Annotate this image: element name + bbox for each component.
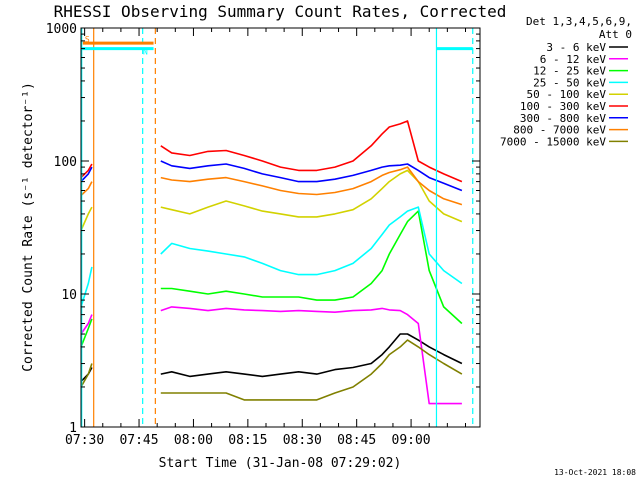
legend-label-5: 100 - 300 keV — [520, 100, 606, 113]
series-line-2-seg-1 — [160, 210, 463, 325]
marker-lines-group: SN — [81, 28, 474, 427]
legend-label-3: 25 - 50 keV — [533, 76, 606, 89]
series-line-7-seg-0 — [80, 181, 93, 197]
chart-title: RHESSI Observing Summary Count Rates, Co… — [54, 2, 507, 21]
x-tick-label-6: 09:00 — [392, 433, 431, 448]
series-line-3-seg-1 — [160, 206, 463, 285]
x-tick-label-2: 08:00 — [174, 433, 213, 448]
footer-timestamp: 13-Oct-2021 18:08 — [554, 468, 636, 477]
y-axis-label: Corrected Count Rate (s⁻¹ detector⁻¹) — [21, 82, 36, 372]
plot-frame — [80, 27, 481, 428]
legend-label-1: 6 - 12 keV — [540, 53, 607, 66]
legend-label-7: 800 - 7000 keV — [513, 124, 606, 137]
x-tick-label-3: 08:15 — [228, 433, 267, 448]
y-tick-label-1: 10 — [61, 288, 77, 303]
series-line-1-seg-0 — [80, 314, 93, 335]
legend-label-8: 7000 - 15000 keV — [500, 135, 606, 148]
series-line-8-seg-0 — [80, 363, 93, 388]
legend-header-line1: Det 1,3,4,5,6,9, — [526, 15, 632, 28]
series-line-6-seg-1 — [160, 160, 463, 192]
series-line-1-seg-1 — [160, 306, 462, 405]
x-tick-label-4: 08:30 — [283, 433, 322, 448]
series-line-5-seg-1 — [160, 120, 463, 183]
series-line-6-seg-0 — [80, 166, 93, 183]
legend-label-6: 300 - 800 keV — [520, 112, 606, 125]
y-tick-label-3: 1000 — [46, 22, 77, 37]
x-tick-label-5: 08:45 — [337, 433, 376, 448]
x-tick-label-1: 07:45 — [119, 433, 158, 448]
flag-label-1: N — [143, 48, 148, 57]
legend-label-4: 50 - 100 keV — [527, 88, 607, 101]
plot-series-group — [80, 120, 463, 405]
x-axis-label: Start Time (31-Jan-08 07:29:02) — [159, 456, 402, 471]
series-line-3-seg-0 — [80, 266, 93, 308]
series-line-0-seg-1 — [160, 333, 463, 378]
legend-header-line2: Att 0 — [599, 28, 632, 41]
series-line-8-seg-1 — [160, 339, 463, 401]
series-line-2-seg-0 — [80, 318, 93, 348]
legend-label-2: 12 - 25 keV — [533, 65, 606, 78]
series-line-5-seg-0 — [80, 163, 93, 179]
y-tick-label-2: 100 — [54, 155, 77, 170]
series-line-4-seg-0 — [80, 206, 93, 231]
flag-label-0: S — [85, 35, 90, 44]
series-line-7-seg-1 — [160, 166, 463, 206]
legend-label-0: 3 - 6 keV — [546, 41, 606, 54]
x-axis: 07:30 07:45 08:00 08:15 08:30 08:45 09:00 — [65, 28, 466, 448]
y-tick-label-0: 1 — [69, 421, 77, 436]
series-line-4-seg-1 — [160, 169, 463, 223]
x-tick-label-0: 07:30 — [65, 433, 104, 448]
y-axis: 1 10 100 1000 — [46, 22, 480, 436]
